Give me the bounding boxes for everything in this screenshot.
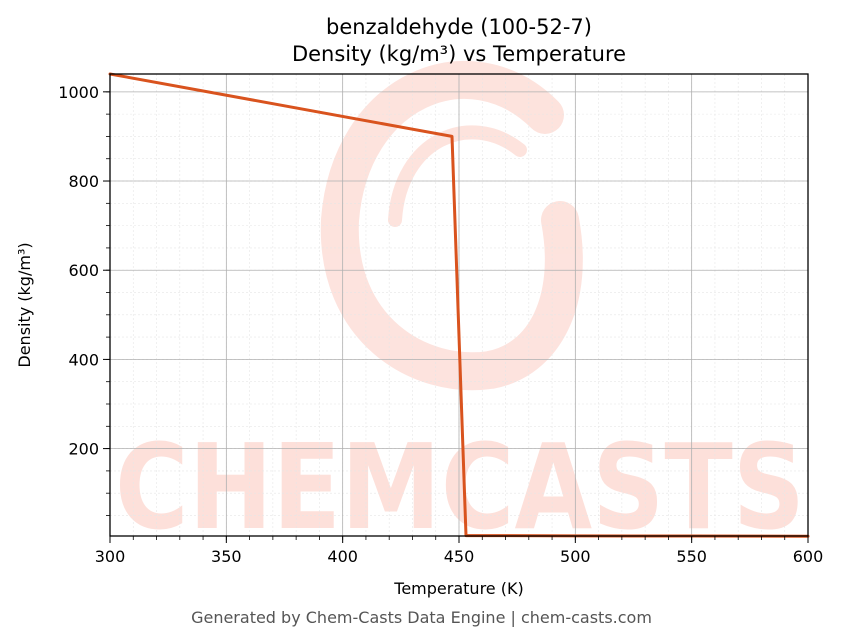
y-tick-label: 400 bbox=[68, 350, 99, 369]
x-axis: 300 350 400 450 500 550 600 bbox=[95, 536, 824, 566]
y-tick-label: 800 bbox=[68, 172, 99, 191]
y-axis: 200 400 600 800 1000 bbox=[58, 83, 110, 516]
footer-credit: Generated by Chem-Casts Data Engine | ch… bbox=[191, 608, 652, 627]
density-chart: CHEMCASTS 300 350 400 450 500 550 600 200 400 60… bbox=[15, 15, 824, 598]
x-tick-label: 500 bbox=[560, 547, 591, 566]
watermark-logo-swirl bbox=[320, 61, 583, 391]
x-tick-label: 350 bbox=[211, 547, 242, 566]
y-tick-label: 1000 bbox=[58, 83, 99, 102]
x-tick-label: 550 bbox=[676, 547, 707, 566]
x-tick-label: 600 bbox=[793, 547, 824, 566]
watermark-logo-text: CHEMCASTS bbox=[115, 418, 805, 556]
watermark: CHEMCASTS bbox=[115, 61, 805, 556]
x-tick-label: 400 bbox=[327, 547, 358, 566]
x-tick-label: 450 bbox=[444, 547, 475, 566]
x-axis-label: Temperature (K) bbox=[393, 579, 523, 598]
y-tick-label: 200 bbox=[68, 440, 99, 459]
x-tick-label: 300 bbox=[95, 547, 126, 566]
chart-title-line2: Density (kg/m³) vs Temperature bbox=[292, 42, 626, 66]
y-tick-label: 600 bbox=[68, 261, 99, 280]
chart-title-line1: benzaldehyde (100-52-7) bbox=[326, 15, 592, 39]
y-axis-label: Density (kg/m³) bbox=[15, 242, 34, 367]
